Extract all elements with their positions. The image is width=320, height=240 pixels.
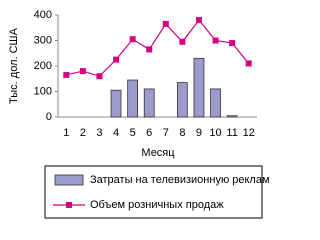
bar [143,88,155,118]
legend-swatch [54,174,84,186]
y-tick-label: 300 [34,34,52,46]
bar [176,82,188,118]
x-tick-label: 3 [96,127,102,139]
marker [179,38,186,45]
y-tick-label: 400 [34,9,52,21]
marker [146,46,153,53]
x-tick-label: 12 [243,127,255,139]
marker [229,40,236,47]
bar [210,88,221,118]
y-tick-label: 100 [34,85,52,97]
bar [193,57,205,118]
y-tick-label: 0 [46,111,52,123]
marker [162,20,169,27]
x-tick-label: 11 [226,127,237,139]
x-tick-label: 2 [80,127,86,139]
marker [245,60,252,67]
marker [96,73,103,80]
marker [129,36,136,43]
legend-label: Объем розничных продаж [90,199,224,211]
marker [195,17,202,24]
bar [110,89,122,118]
x-tick-label: 5 [130,127,136,139]
x-tick-label: 1 [63,127,69,139]
legend-swatch [66,202,72,208]
x-axis-label: Месяц [141,147,175,159]
x-tick-label: 9 [196,127,202,139]
y-axis-label: Тыс. дол. США [8,27,20,104]
x-tick-label: 7 [163,127,169,139]
marker [113,56,120,63]
y-tick-label: 200 [34,60,52,72]
x-tick-label: 8 [179,127,185,139]
line [66,19,250,77]
marker [79,68,86,75]
x-tick-label: 4 [113,127,119,139]
x-tick-label: 10 [209,127,221,139]
x-tick-label: 6 [146,127,152,139]
legend-label: Затраты на телевизионную рекламу [90,174,270,186]
bar [127,79,139,118]
bar [226,115,238,118]
marker [63,71,70,78]
marker [212,37,219,44]
